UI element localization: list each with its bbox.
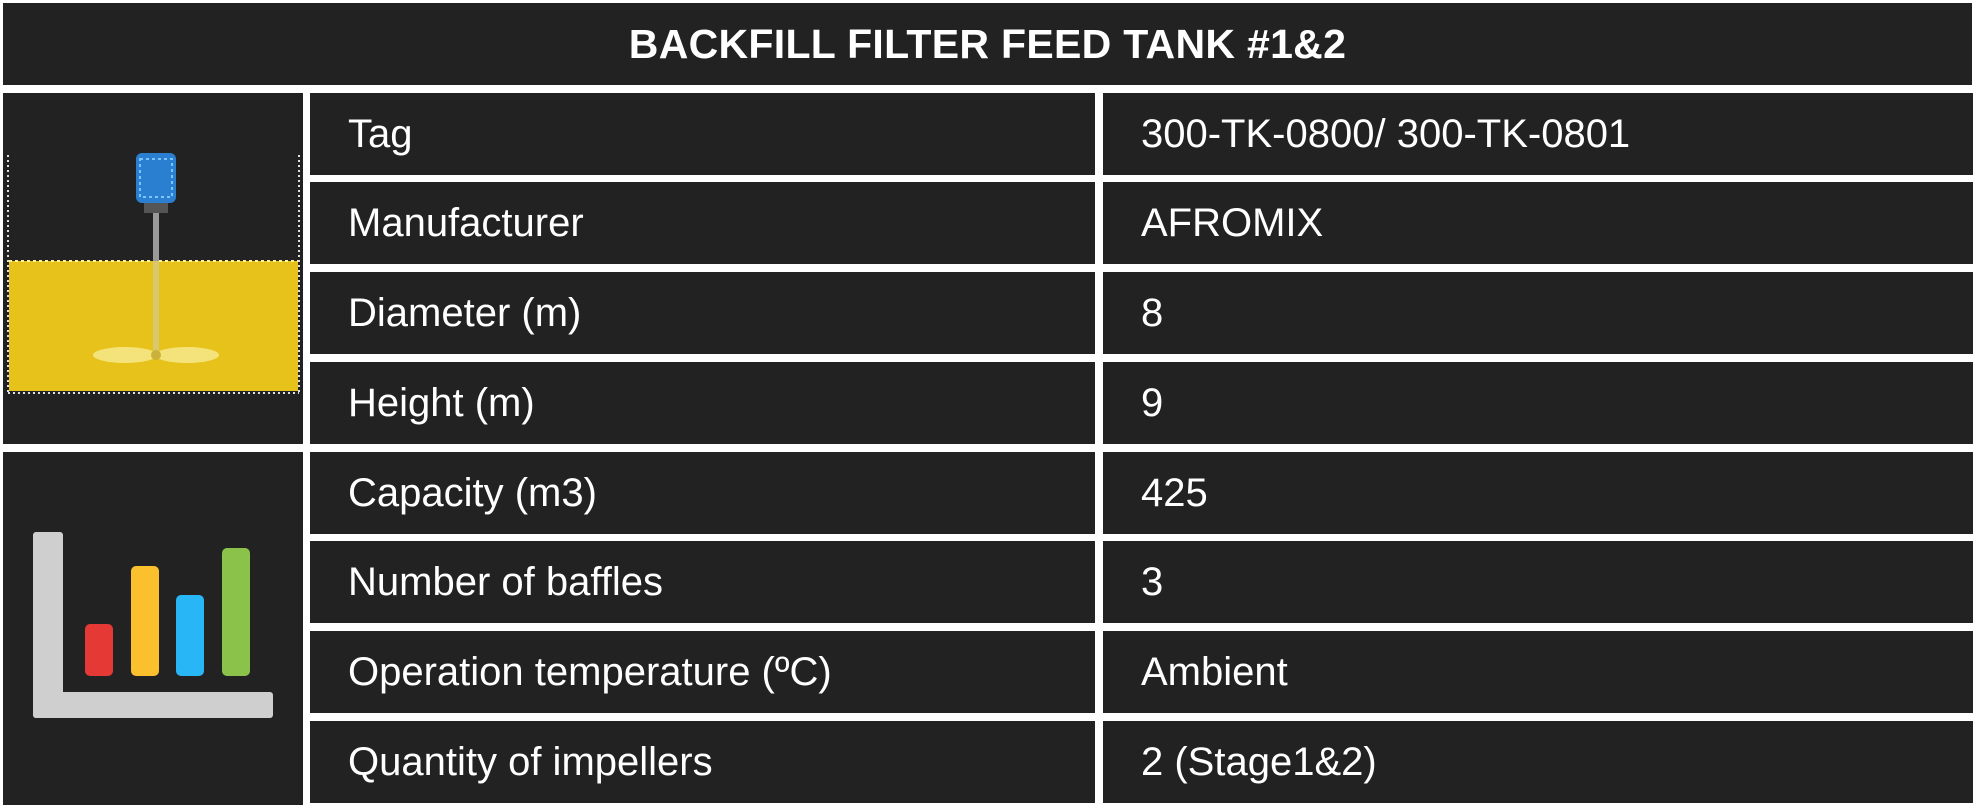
row-value: 425 <box>1103 452 1973 534</box>
row-tag: Tag 300-TK-0800/ 300-TK-0801 <box>310 93 1976 175</box>
title-bar: BACKFILL FILTER FEED TANK #1&2 <box>3 3 1972 85</box>
row-value: Ambient <box>1103 631 1973 713</box>
row-label: Operation temperature (ºC) <box>310 631 1095 713</box>
row-label: Diameter (m) <box>310 272 1095 354</box>
row-baffles: Number of baffles 3 <box>310 541 1976 623</box>
row-diameter: Diameter (m) 8 <box>310 272 1976 354</box>
tank-icon-cell <box>3 93 303 444</box>
row-value: 8 <box>1103 272 1973 354</box>
row-label: Capacity (m3) <box>310 452 1095 534</box>
row-value: AFROMIX <box>1103 182 1973 264</box>
row-impellers: Quantity of impellers 2 (Stage1&2) <box>310 721 1976 803</box>
row-temperature: Operation temperature (ºC) Ambient <box>310 631 1976 713</box>
chart-icon-cell <box>3 452 303 805</box>
row-value: 300-TK-0800/ 300-TK-0801 <box>1103 93 1973 175</box>
row-capacity: Capacity (m3) 425 <box>310 452 1976 534</box>
row-height: Height (m) 9 <box>310 362 1976 444</box>
row-label: Height (m) <box>310 362 1095 444</box>
row-label: Tag <box>310 93 1095 175</box>
row-label: Number of baffles <box>310 541 1095 623</box>
row-value: 9 <box>1103 362 1973 444</box>
row-label: Quantity of impellers <box>310 721 1095 803</box>
row-value: 3 <box>1103 541 1973 623</box>
sheet-title: BACKFILL FILTER FEED TANK #1&2 <box>628 20 1347 67</box>
row-manufacturer: Manufacturer AFROMIX <box>310 182 1976 264</box>
row-label: Manufacturer <box>310 182 1095 264</box>
bar-chart-icon <box>33 532 273 718</box>
row-value: 2 (Stage1&2) <box>1103 721 1973 803</box>
agitator-tank-icon <box>7 153 300 394</box>
